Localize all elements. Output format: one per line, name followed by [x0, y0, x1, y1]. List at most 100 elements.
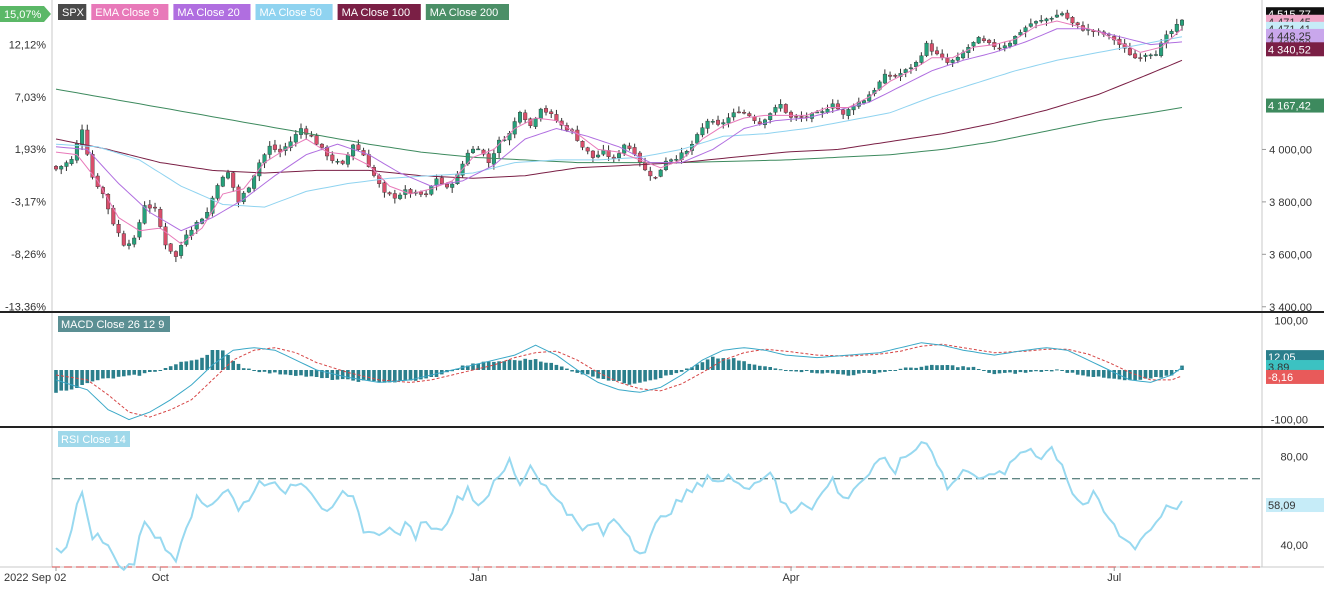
macd-histogram-bar [705, 359, 710, 370]
candle-up [246, 187, 251, 193]
candle-down [841, 109, 846, 115]
candle-up [205, 211, 210, 219]
macd-histogram-bar [726, 359, 731, 370]
candle-up [1044, 18, 1049, 22]
macd-histogram-bar [987, 370, 991, 373]
price-value-badge [1266, 98, 1324, 113]
candle-down [424, 193, 429, 196]
candle-up [710, 121, 715, 123]
macd-histogram-bar [1154, 370, 1158, 377]
candle-up [179, 245, 184, 256]
macd-histogram-bar [252, 370, 256, 371]
x-tick-label: Jul [1107, 572, 1121, 584]
candle-down [590, 150, 595, 158]
candle-down [1133, 53, 1138, 59]
macd-histogram-bar [570, 370, 574, 372]
macd-histogram-bar [85, 370, 90, 384]
price-tick-label: 3 800,00 [1269, 197, 1312, 209]
candle-down [893, 75, 898, 77]
candle-up [721, 122, 726, 125]
price-value-badge [1266, 28, 1324, 43]
macd-histogram-bar [966, 367, 971, 370]
macd-histogram-bar [502, 361, 507, 370]
macd-histogram-bar [127, 370, 131, 376]
candles [54, 9, 1184, 263]
candle-up [820, 111, 825, 113]
macd-histogram-bar [528, 359, 533, 370]
macd-histogram-bar [64, 370, 69, 391]
candle-down [278, 148, 283, 153]
candle-down [549, 111, 554, 115]
candle-up [299, 128, 304, 135]
rsi-title-bg [58, 431, 130, 447]
macd-histogram-bar [450, 370, 454, 372]
macd-histogram-bar [752, 364, 757, 370]
macd-histogram-bar [585, 370, 590, 375]
macd-histogram-bar [935, 365, 939, 370]
candle-down [747, 113, 752, 117]
macd-histogram-bar [95, 370, 100, 381]
candle-up [596, 154, 601, 158]
candle-down [935, 50, 940, 55]
macd-histogram-bar [862, 370, 866, 373]
candle-up [924, 42, 929, 56]
candle-down [163, 226, 168, 246]
macd-histogram-bar [1112, 370, 1116, 379]
macd-histogram-bar [1148, 370, 1153, 379]
candle-up [1153, 54, 1158, 56]
candle-down [304, 128, 309, 135]
macd-histogram-bar [674, 370, 679, 374]
ma100-line [55, 59, 1183, 179]
candle-down [356, 144, 361, 150]
macd-histogram-bar [1049, 370, 1054, 372]
macd-histogram-bar [841, 370, 845, 375]
macd-histogram-bar [231, 360, 235, 370]
macd-histogram-bar [711, 356, 715, 370]
ema9-line [55, 20, 1183, 245]
macd-histogram-bar [643, 370, 647, 382]
candle-up [1039, 20, 1044, 22]
candle-down [643, 162, 648, 171]
candle-up [617, 153, 622, 158]
macd-histogram-bar [992, 370, 997, 375]
macd-histogram-bar [116, 370, 121, 377]
macd-title: MACD Close 26 12 9 [61, 319, 164, 331]
macd-histogram-bar [309, 370, 314, 377]
macd-histogram-bar [877, 370, 882, 373]
macd-histogram-bar [956, 367, 960, 370]
candle-down [387, 192, 392, 195]
candle-up [674, 159, 679, 161]
macd-histogram-bar [387, 370, 392, 383]
macd-histogram-bar [1086, 370, 1090, 377]
macd-histogram-bar [716, 358, 720, 370]
legend-item-bg [91, 4, 169, 20]
candle-up [497, 139, 502, 154]
candle-up [194, 221, 199, 230]
macd-histogram-bar [382, 370, 387, 383]
macd-histogram-bar [1008, 370, 1012, 373]
macd-histogram-bar [768, 367, 772, 370]
legend-item-label: MA Close 100 [342, 7, 410, 19]
macd-histogram-bar [507, 359, 512, 370]
candle-up [1148, 54, 1153, 57]
legend-item-label: MA Close 200 [430, 7, 498, 19]
candle-down [121, 233, 126, 246]
candle-up [518, 111, 523, 123]
macd-histogram-bar [1128, 370, 1132, 381]
macd-histogram-bar [575, 370, 580, 373]
macd-histogram-bar [205, 354, 209, 370]
macd-title-bg [58, 316, 170, 332]
candle-down [272, 144, 277, 150]
macd-histogram-bar [690, 367, 694, 370]
candle-up [950, 59, 955, 63]
candle-up [976, 37, 981, 44]
macd-histogram-bar [982, 370, 986, 371]
candle-down [940, 53, 945, 58]
rsi-value-label: 58,09 [1268, 500, 1296, 512]
candle-up [705, 120, 710, 129]
macd-histogram-bar [695, 364, 699, 370]
candle-down [85, 129, 90, 155]
macd-histogram-bar [976, 369, 981, 370]
macd-histogram-bar [685, 368, 689, 370]
macd-histogram-bar [1107, 370, 1111, 379]
